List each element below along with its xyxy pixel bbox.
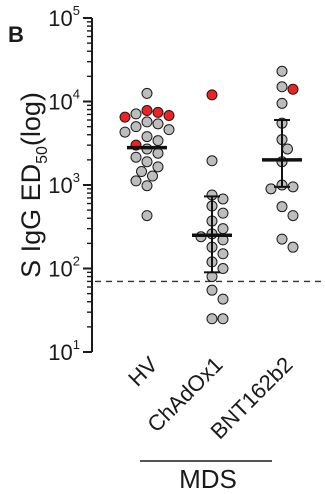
y-tick-label: 104 [48, 87, 80, 115]
data-point [152, 147, 164, 159]
y-tick-base: 10 [48, 340, 72, 365]
data-point [217, 248, 229, 260]
data-point [141, 87, 153, 99]
data-point [141, 116, 153, 128]
data-point [136, 166, 147, 178]
y-tick-label: 102 [48, 254, 80, 282]
highlighted-point [163, 109, 175, 121]
y-axis-title-main: S IgG ED [16, 164, 46, 278]
data-point [276, 81, 288, 93]
data-point [147, 170, 158, 182]
data-point [130, 121, 142, 133]
y-tick-base: 10 [48, 257, 72, 282]
x-category-label: HV [123, 352, 163, 392]
data-point [130, 175, 142, 187]
data-point [130, 108, 142, 120]
y-axis-title: S IgG ED50(log) [16, 92, 51, 278]
data-point [119, 126, 131, 138]
data-point [217, 313, 229, 325]
data-point [152, 118, 164, 130]
data-point [217, 263, 229, 274]
highlighted-point [206, 89, 218, 101]
y-tick-exponent: 4 [73, 87, 80, 102]
y-tick-exponent: 3 [73, 170, 80, 185]
median-and-error-bars [127, 119, 302, 274]
y-tick-exponent: 1 [73, 337, 80, 352]
data-point [206, 155, 218, 167]
y-axis-title-suffix: (log) [16, 92, 46, 146]
y-tick-base: 10 [48, 90, 72, 115]
y-axis-title-subscript: 50 [34, 146, 51, 164]
group-label: MDS [179, 464, 237, 494]
data-point [265, 183, 277, 195]
highlighted-point [152, 106, 164, 118]
y-tick-exponent: 5 [73, 3, 80, 18]
data-point [276, 65, 288, 77]
y-axis-label: S IgG ED50(log) [16, 92, 51, 278]
data-points [119, 65, 299, 325]
data-point [217, 293, 229, 305]
y-tick-base: 10 [48, 173, 72, 198]
data-point [276, 233, 288, 245]
data-point [206, 284, 218, 296]
y-tick-label: 101 [48, 337, 80, 365]
highlighted-point [287, 83, 299, 95]
highlighted-point [141, 105, 153, 117]
data-point [206, 313, 218, 325]
highlighted-point [119, 111, 131, 123]
data-point [276, 97, 288, 109]
data-point [282, 143, 293, 155]
y-tick-label: 105 [48, 3, 80, 31]
data-point [217, 193, 229, 205]
data-point [217, 207, 229, 219]
data-point [287, 241, 299, 253]
data-point [163, 124, 175, 136]
panel-letter: B [8, 22, 24, 47]
data-point [276, 201, 288, 213]
group-bracket: MDS [140, 460, 272, 494]
data-point [287, 210, 299, 222]
data-point [152, 135, 164, 147]
data-point [141, 210, 153, 222]
y-tick-label: 103 [48, 170, 80, 198]
data-point [152, 161, 164, 173]
y-tick-exponent: 2 [73, 254, 80, 269]
data-point [141, 131, 153, 143]
data-point [141, 180, 153, 192]
data-point [130, 151, 142, 163]
y-tick-base: 10 [48, 6, 72, 31]
data-point [141, 156, 153, 168]
data-point [217, 223, 229, 235]
